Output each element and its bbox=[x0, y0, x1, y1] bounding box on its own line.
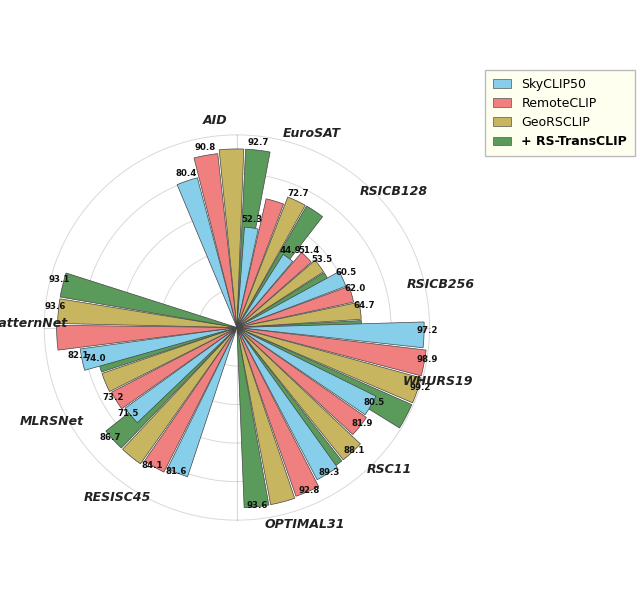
Bar bbox=[237, 327, 342, 474]
Bar bbox=[237, 302, 361, 327]
Bar bbox=[102, 327, 237, 392]
Text: RESISC45: RESISC45 bbox=[84, 491, 151, 505]
Text: PatternNet: PatternNet bbox=[0, 317, 68, 330]
Text: 93.6: 93.6 bbox=[44, 302, 65, 311]
Bar bbox=[237, 273, 331, 327]
Bar bbox=[80, 327, 237, 370]
Bar bbox=[219, 149, 244, 327]
Text: 81.9: 81.9 bbox=[352, 419, 373, 429]
Bar bbox=[237, 327, 412, 428]
Text: 52.3: 52.3 bbox=[241, 216, 262, 224]
Bar bbox=[125, 327, 237, 422]
Bar bbox=[237, 327, 421, 403]
Text: 73.2: 73.2 bbox=[102, 394, 124, 402]
Text: AID: AID bbox=[203, 114, 227, 127]
Bar bbox=[237, 199, 284, 327]
Bar bbox=[97, 327, 237, 372]
Bar bbox=[145, 327, 237, 472]
Text: MLRSNet: MLRSNet bbox=[19, 416, 84, 429]
Text: 93.6: 93.6 bbox=[246, 501, 268, 510]
Text: 44.9: 44.9 bbox=[279, 246, 301, 255]
Bar bbox=[58, 299, 237, 327]
Text: 86.7: 86.7 bbox=[100, 433, 122, 442]
Bar bbox=[56, 325, 237, 350]
Bar bbox=[237, 286, 354, 327]
Text: 80.4: 80.4 bbox=[175, 169, 196, 177]
Bar bbox=[237, 327, 295, 505]
Text: RSICB128: RSICB128 bbox=[360, 185, 428, 198]
Text: 62.0: 62.0 bbox=[344, 284, 365, 293]
Bar bbox=[123, 327, 237, 464]
Text: RSC11: RSC11 bbox=[367, 463, 412, 476]
Bar bbox=[237, 327, 376, 414]
Text: RSICB256: RSICB256 bbox=[406, 278, 474, 291]
Bar bbox=[237, 327, 337, 480]
Bar bbox=[237, 321, 362, 338]
Text: 74.0: 74.0 bbox=[84, 354, 106, 363]
Bar bbox=[106, 327, 237, 448]
Text: 82.1: 82.1 bbox=[68, 351, 90, 360]
Bar bbox=[177, 178, 237, 327]
Bar bbox=[168, 327, 237, 476]
Text: 89.3: 89.3 bbox=[319, 468, 340, 476]
Text: OPTIMAL31: OPTIMAL31 bbox=[264, 518, 345, 530]
Text: 72.7: 72.7 bbox=[287, 188, 309, 198]
Bar bbox=[194, 154, 237, 327]
Text: 64.7: 64.7 bbox=[353, 301, 374, 310]
Text: 99.2: 99.2 bbox=[410, 383, 431, 392]
Bar bbox=[237, 322, 424, 348]
Bar bbox=[237, 260, 324, 327]
Bar bbox=[237, 206, 323, 327]
Legend: SkyCLIP50, RemoteCLIP, GeoRSCLIP, + RS-TransCLIP: SkyCLIP50, RemoteCLIP, GeoRSCLIP, + RS-T… bbox=[485, 70, 635, 156]
Bar bbox=[237, 254, 292, 327]
Bar bbox=[237, 327, 269, 508]
Bar bbox=[237, 227, 258, 327]
Text: 81.6: 81.6 bbox=[165, 467, 187, 476]
Text: 93.1: 93.1 bbox=[49, 275, 70, 284]
Text: WHURS19: WHURS19 bbox=[403, 375, 473, 388]
Text: 98.9: 98.9 bbox=[417, 355, 438, 363]
Bar bbox=[237, 327, 360, 460]
Text: 53.5: 53.5 bbox=[312, 255, 333, 264]
Text: 97.2: 97.2 bbox=[417, 326, 438, 335]
Bar bbox=[237, 271, 346, 327]
Text: 80.5: 80.5 bbox=[364, 398, 385, 407]
Bar bbox=[237, 197, 305, 327]
Text: 92.7: 92.7 bbox=[248, 138, 269, 147]
Text: 88.1: 88.1 bbox=[344, 446, 365, 455]
Text: 51.4: 51.4 bbox=[298, 246, 320, 255]
Bar bbox=[237, 327, 367, 435]
Text: 90.8: 90.8 bbox=[195, 143, 216, 152]
Text: 84.1: 84.1 bbox=[141, 460, 163, 470]
Bar bbox=[237, 149, 270, 327]
Text: 60.5: 60.5 bbox=[335, 268, 356, 278]
Text: 71.5: 71.5 bbox=[118, 409, 139, 418]
Bar bbox=[237, 252, 311, 327]
Text: EuroSAT: EuroSAT bbox=[282, 127, 340, 140]
Bar bbox=[60, 273, 237, 327]
Bar bbox=[237, 327, 319, 496]
Bar bbox=[237, 327, 426, 376]
Bar bbox=[111, 327, 237, 409]
Text: 92.8: 92.8 bbox=[298, 486, 319, 495]
